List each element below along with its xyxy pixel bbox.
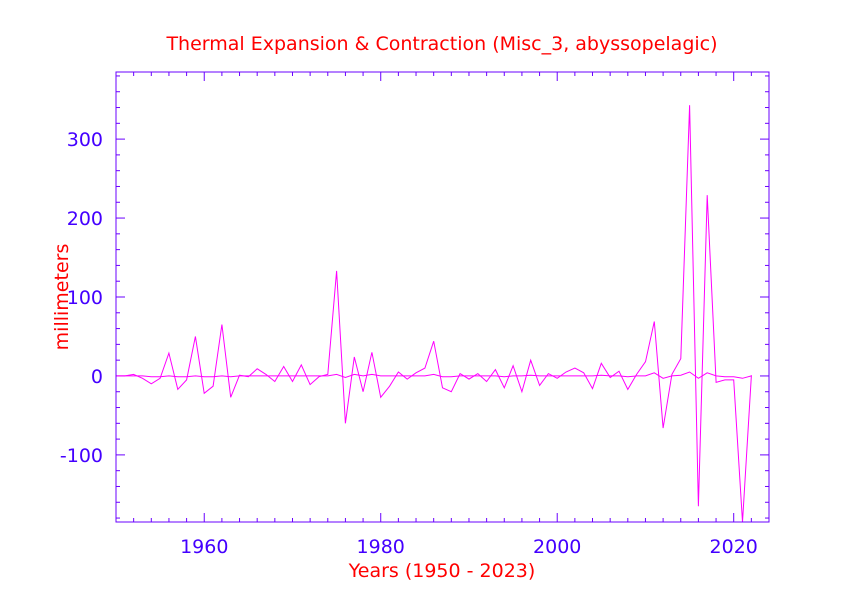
tick-labels: 1960 1980 2000 2020 -100 0 100 200 300 — [60, 129, 758, 558]
y-tick-label: 300 — [67, 129, 103, 151]
x-tick-label: 1980 — [357, 536, 405, 558]
x-tick-label: 2020 — [710, 536, 758, 558]
chart-title: Thermal Expansion & Contraction (Misc_3,… — [165, 33, 717, 55]
plot-frame — [115, 71, 770, 523]
y-tick-label: -100 — [60, 445, 103, 467]
series-line-1 — [116, 105, 752, 522]
y-tick-label: 100 — [67, 287, 103, 309]
x-axis-label: Years (1950 - 2023) — [348, 560, 536, 582]
x-tick-label: 2000 — [533, 536, 581, 558]
series-line-2 — [116, 371, 752, 379]
axis-ticks — [115, 72, 770, 522]
y-tick-label: 200 — [67, 208, 103, 230]
y-tick-label: 0 — [91, 366, 103, 388]
x-tick-label: 1960 — [180, 536, 228, 558]
series-layer — [116, 105, 752, 522]
y-axis-label: millimeters — [51, 244, 73, 351]
